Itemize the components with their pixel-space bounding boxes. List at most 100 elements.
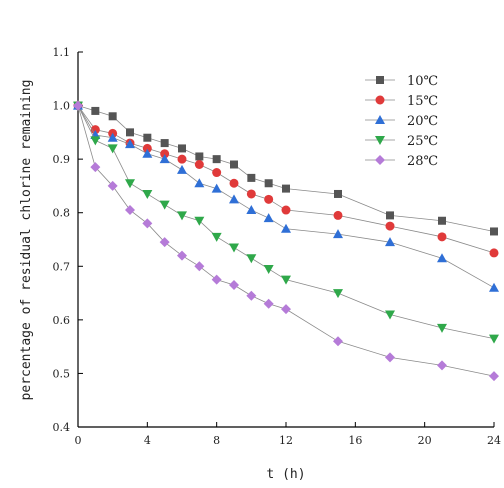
data-point — [211, 232, 222, 242]
data-point — [281, 223, 291, 233]
data-point — [438, 216, 446, 225]
data-point — [263, 264, 274, 274]
data-point — [230, 160, 238, 169]
data-point — [142, 148, 153, 158]
series-3 — [73, 100, 499, 292]
legend-label: 15℃ — [407, 94, 438, 109]
data-point — [385, 310, 395, 320]
legend-label: 20℃ — [407, 114, 438, 129]
data-point — [490, 227, 498, 236]
data-point — [194, 216, 205, 226]
x-tick-label: 4 — [144, 434, 151, 447]
data-point — [73, 100, 83, 111]
data-point — [107, 180, 118, 191]
data-point — [246, 205, 257, 215]
data-point — [177, 250, 187, 261]
y-tick-label: 0.8 — [53, 207, 71, 220]
legend-marker — [375, 95, 385, 105]
legend-label: 28℃ — [407, 154, 438, 169]
x-tick-label: 12 — [279, 434, 293, 447]
data-point — [333, 336, 343, 347]
y-tick-label: 1.0 — [53, 100, 71, 113]
data-point — [281, 205, 291, 215]
data-point — [334, 189, 342, 198]
x-axis-ticks: 0 4 8 12 16 20 24 — [75, 422, 501, 447]
data-point — [194, 160, 204, 169]
data-point — [437, 323, 447, 333]
x-tick-label: 8 — [213, 434, 220, 447]
data-point — [333, 229, 343, 239]
series-5 — [73, 100, 499, 382]
data-point — [211, 183, 222, 193]
data-point — [229, 280, 239, 291]
data-point — [263, 213, 274, 223]
legend-item: 10℃ — [365, 74, 438, 89]
data-point — [90, 136, 101, 146]
data-point — [211, 274, 222, 285]
data-point — [177, 211, 187, 221]
data-point — [194, 178, 205, 188]
legend-marker — [376, 76, 384, 84]
legend: 10℃ 15℃ 20℃ 25℃ 28℃ — [365, 74, 438, 169]
data-point — [437, 360, 447, 371]
data-point — [177, 154, 187, 164]
data-point — [142, 218, 153, 229]
y-tick-label: 0.6 — [53, 314, 71, 327]
y-tick-label: 0.9 — [53, 153, 71, 166]
y-axis-ticks: 0.4 0.5 0.6 0.7 0.8 0.9 1.0 1.1 — [53, 46, 83, 434]
x-tick-label: 16 — [348, 434, 362, 447]
legend-item: 25℃ — [365, 134, 438, 149]
data-point — [212, 168, 222, 178]
data-point — [178, 144, 186, 153]
data-point — [143, 133, 152, 142]
data-point — [489, 282, 499, 292]
legend-marker — [375, 115, 385, 124]
legend-item: 20℃ — [365, 114, 438, 129]
x-tick-label: 0 — [75, 434, 82, 447]
data-point — [126, 128, 134, 137]
data-point — [212, 155, 221, 164]
data-point — [386, 211, 394, 220]
data-point — [142, 143, 152, 153]
data-point — [489, 248, 499, 258]
series-layer — [73, 100, 499, 382]
data-point — [489, 371, 499, 382]
data-point — [246, 254, 257, 264]
data-point — [385, 221, 395, 231]
y-axis-title: percentage of residual chlorine remainin… — [19, 80, 34, 401]
data-point — [90, 162, 101, 173]
y-tick-label: 0.7 — [53, 260, 71, 273]
plot-area: 0 4 8 12 16 20 24 0.4 0.5 0.6 0.7 0.8 0.9 1.0 1.1 — [53, 46, 502, 447]
data-point — [160, 149, 170, 159]
y-tick-label: 0.5 — [53, 367, 71, 380]
legend-item: 28℃ — [365, 154, 438, 169]
data-point — [108, 112, 117, 121]
data-point — [282, 184, 290, 193]
data-point — [229, 243, 239, 253]
data-point — [125, 139, 135, 149]
data-point — [333, 210, 343, 220]
data-point — [264, 179, 273, 188]
data-point — [91, 106, 100, 115]
data-point — [159, 200, 170, 210]
data-point — [229, 178, 239, 188]
x-tick-label: 24 — [487, 434, 501, 447]
data-point — [194, 261, 205, 272]
legend-item: 15℃ — [365, 94, 438, 109]
data-point — [160, 139, 169, 148]
data-point — [489, 334, 499, 344]
legend-marker — [375, 155, 385, 165]
data-point — [281, 304, 291, 315]
data-point — [264, 194, 274, 204]
legend-marker — [375, 136, 385, 145]
data-point — [246, 290, 257, 301]
data-point — [246, 189, 256, 199]
legend-label: 25℃ — [407, 134, 438, 149]
data-point — [385, 237, 395, 247]
data-point — [125, 179, 135, 189]
data-point — [107, 132, 118, 142]
series-line — [77, 105, 495, 289]
x-axis-title: t (h) — [266, 467, 305, 482]
data-point — [159, 154, 170, 164]
data-point — [125, 205, 135, 216]
